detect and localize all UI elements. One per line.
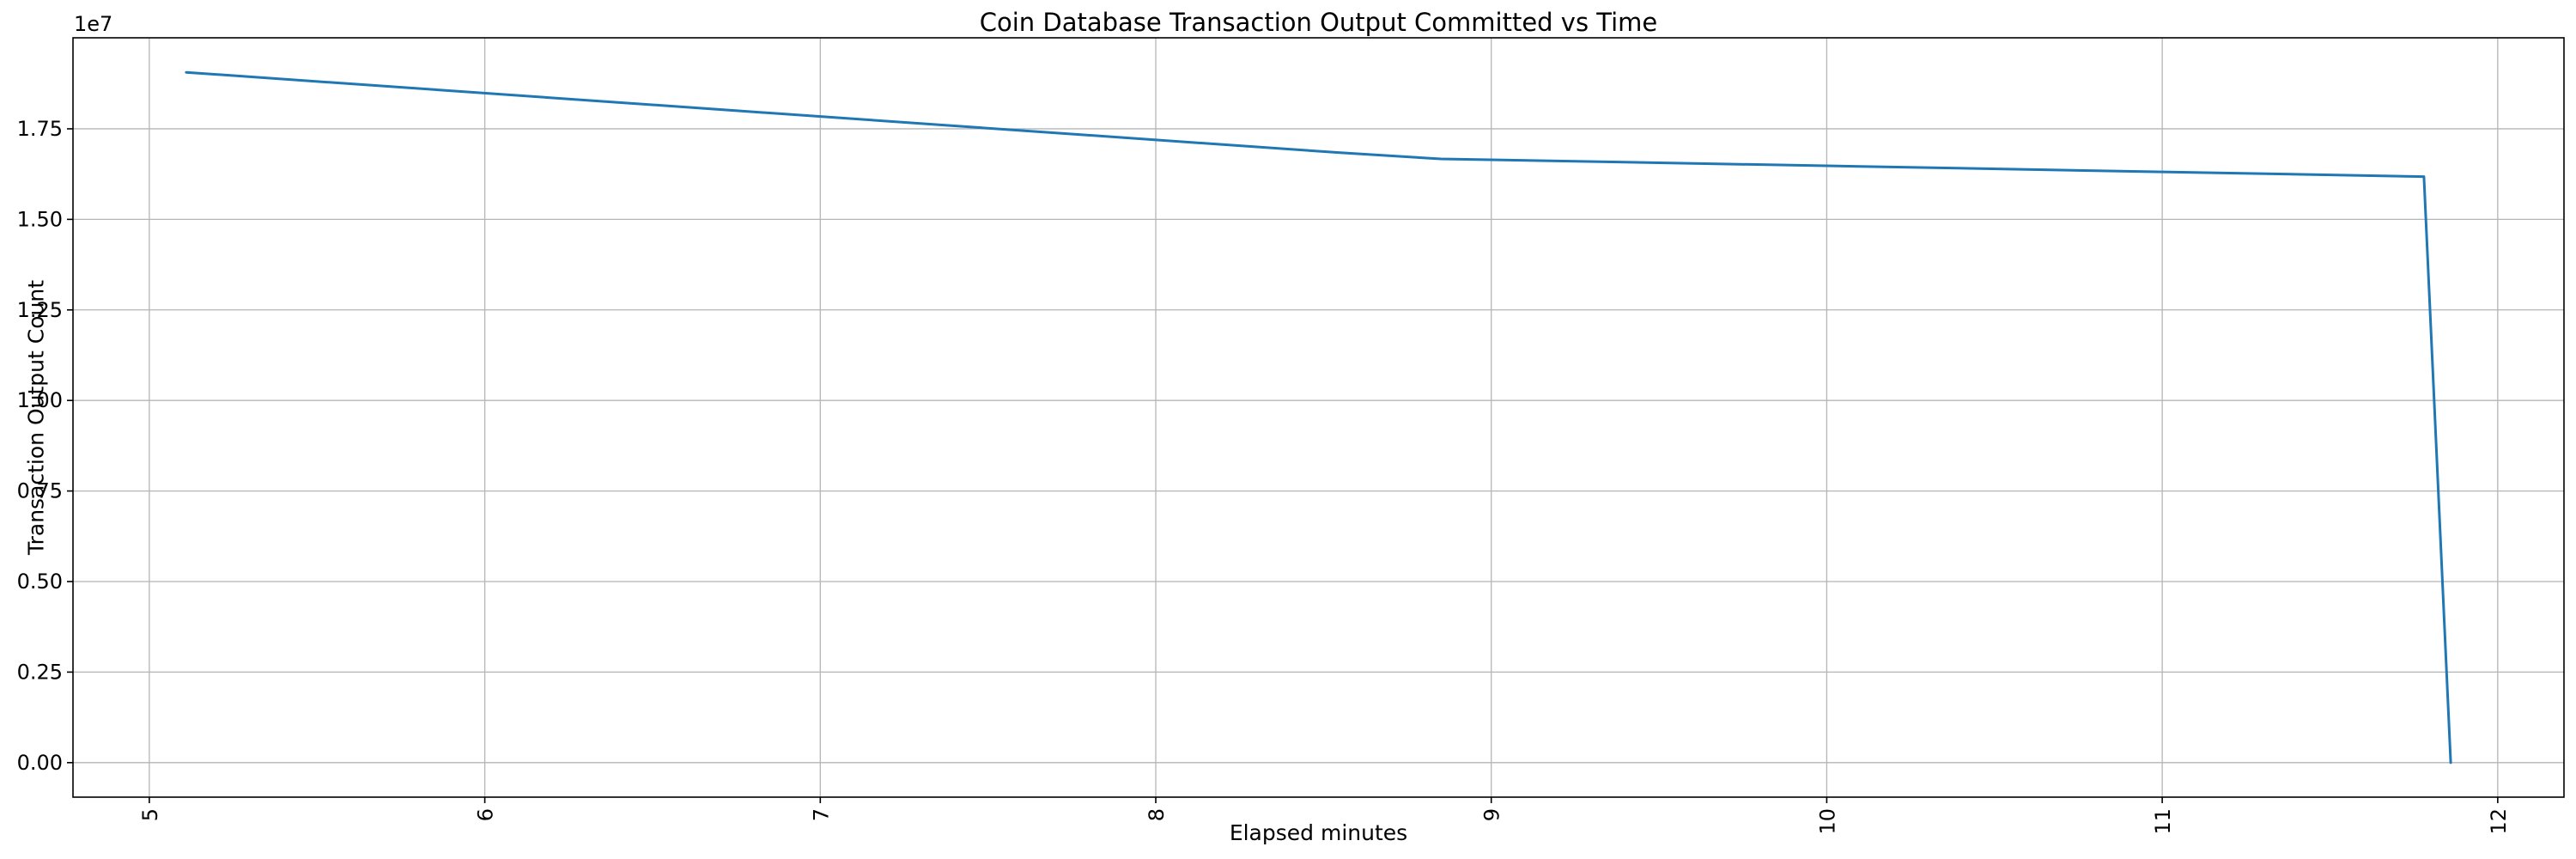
x-tick-label: 12 bbox=[2487, 808, 2511, 835]
x-tick-label: 11 bbox=[2151, 808, 2175, 835]
y-axis-offset-text: 1e7 bbox=[74, 12, 113, 36]
y-tick-label: 1.25 bbox=[17, 298, 63, 322]
x-tick-label: 7 bbox=[809, 808, 833, 821]
x-tick-label: 5 bbox=[138, 808, 162, 821]
y-tick-label: 1.50 bbox=[17, 207, 63, 231]
y-tick-label: 0.00 bbox=[17, 751, 63, 775]
y-tick-label: 0.75 bbox=[17, 479, 63, 503]
y-tick-label: 0.50 bbox=[17, 570, 63, 594]
axes-frame bbox=[72, 37, 2565, 798]
x-tick-label: 8 bbox=[1145, 808, 1169, 821]
y-tick-label: 1.00 bbox=[17, 388, 63, 412]
y-tick-label: 1.75 bbox=[17, 117, 63, 141]
data-line-series bbox=[185, 70, 2452, 765]
x-tick-label: 6 bbox=[474, 808, 498, 821]
x-axis-label: Elapsed minutes bbox=[1229, 820, 1408, 845]
x-tick-label: 10 bbox=[1815, 808, 1839, 835]
y-tick-label: 0.25 bbox=[17, 660, 63, 684]
x-tick-label: 9 bbox=[1480, 808, 1504, 821]
chart-title: Coin Database Transaction Output Committ… bbox=[979, 8, 1658, 37]
